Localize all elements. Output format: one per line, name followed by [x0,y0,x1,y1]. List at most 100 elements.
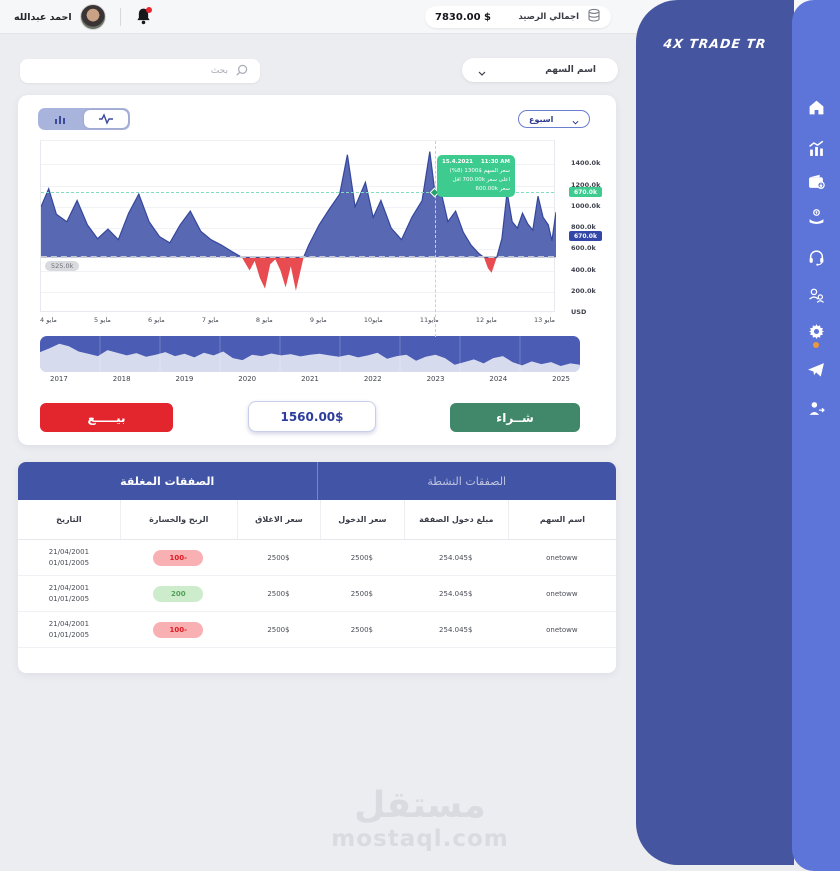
year-label: 2021 [301,375,319,383]
user-name: احمد عبدالله [14,11,72,23]
marker-hline [41,192,554,194]
amount-input[interactable]: 1560.00$ [248,401,376,432]
watermark: مستقل mostaql.com [260,786,580,852]
timeline-minichart[interactable] [40,336,580,372]
support-headset-icon[interactable] [792,248,840,266]
notification-dot [145,7,152,13]
tab-closed-deals[interactable]: الصفقات المغلقة [120,474,215,488]
pnl-badge: -100 [153,549,204,566]
avatar[interactable] [79,4,106,30]
table-row: onetoww 254.045$ 2500$ 2500$ -100 21/04/… [18,612,616,648]
tooltip-date: 15.4.2021 [442,159,473,165]
table-row: onetoww 254.045$ 2500$ 2500$ -100 21/04/… [18,540,616,576]
x-tick-label: 6 مايو [147,316,165,324]
withdraw-hand-icon[interactable] [792,207,840,225]
gridline [41,249,554,251]
search-input[interactable]: بحث [20,59,260,83]
year-label: 2018 [112,375,131,383]
gridline [41,206,554,208]
y-axis: 1400.0k 1200.0k 1000.0k 800.0k 600.0k 400.0k 2… [563,140,613,316]
year-label: 2022 [363,375,382,383]
buy-button[interactable]: شــراء [450,403,580,432]
tooltip-volume: اعلى سعر 700.00k اقل سعر 600.00k [452,177,510,193]
x-tick-label: 5 مايو [93,316,111,324]
x-tick-label: 13 مايو [534,316,555,324]
table-column-headers: اسم السهم مبلغ دخول الصفقة سعر الدخول سع… [18,500,616,540]
chevron-down-icon [572,110,579,129]
balance-label: اجمالي الرصيد [518,12,579,22]
year-label: 2019 [175,375,194,383]
table-row: onetoww 254.045$ 2500$ 2500$ 200 21/04/2… [18,576,616,612]
line-chart-toggle-button[interactable] [84,110,128,128]
sidebar-icon-strip [792,0,840,871]
telegram-icon[interactable] [792,361,840,379]
watermark-domain: mostaql.com [331,825,509,852]
home-icon[interactable] [792,98,840,116]
gridline [41,185,554,187]
chart-type-toggle [38,108,130,130]
y-tick-label: 1200.0k [571,180,601,189]
col-profit-loss: الربح والخسارة [119,500,237,539]
y-tick-label: USD [571,308,587,316]
col-stock-name: اسم السهم [507,500,616,539]
x-tick-label: 4 مايو [40,316,57,324]
x-tick-label: 9 مايو [309,316,327,324]
baseline-dashed-line [41,256,554,259]
tooltip-price: سعر السهم $1300 (8%) [449,168,510,175]
search-placeholder: بحث [210,66,228,76]
notifications-bell-icon[interactable] [135,7,153,27]
year-label: 2025 [552,375,570,383]
x-tick-label: 12 مايو [475,316,497,324]
y-tick-label: 600.0k [571,244,596,253]
x-tick-label: 7 مايو [201,316,219,324]
stocks-chart-icon[interactable] [792,139,840,157]
year-label: 2024 [489,375,508,383]
balance-value: 7830.00 $ [435,11,491,23]
col-entry-amount: مبلغ دخول الصفقة [403,500,508,539]
settings-gear-icon[interactable] [792,322,840,340]
deals-tabs: الصفقات النشطة الصفقات المغلقة [18,462,616,500]
x-tick-label: 8 مايو [255,316,273,324]
gridline [41,164,554,166]
search-icon [235,62,248,81]
logout-icon[interactable] [792,399,840,417]
col-date: التاريخ [56,515,82,524]
year-label: 2020 [238,375,257,383]
axis-badge-blue: 670.0k [569,231,602,242]
marker-vline [434,141,436,337]
referral-people-icon[interactable] [792,286,840,304]
deals-table-card: الصفقات النشطة الصفقات المغلقة اسم السهم… [18,462,616,673]
period-select-label: اسبوع [529,114,554,124]
brand-logo: 4X TRADE TR [662,36,768,51]
y-tick-label: 800.0k [571,223,596,232]
col-entry-price: سعر الدخول [320,500,404,539]
tab-active-deals[interactable]: الصفقات النشطة [316,462,617,500]
chevron-down-icon [478,61,486,80]
y-tick-label: 400.0k [571,265,596,274]
stock-name-select[interactable]: اسم السهم [462,58,618,82]
x-tick-label: 10مايو [363,316,383,324]
x-tick-label: 11مايو [419,316,439,324]
price-area-chart[interactable]: 15.4.2021 11:30 AM سعر السهم $1300 (8%) … [40,140,556,337]
period-select[interactable]: اسبوع [518,110,590,128]
watermark-arabic: مستقل [354,785,486,826]
pnl-badge: 200 [153,585,204,602]
pnl-badge: -100 [153,621,204,638]
bar-chart-toggle-button[interactable] [38,108,82,130]
year-label: 2023 [426,375,445,383]
x-axis-labels: 4 مايو 5 مايو 6 مايو 7 مايو 8 مايو 9 مايو 10ما… [40,316,555,328]
deposit-wallet-icon[interactable] [792,172,840,190]
y-tick-label: 1400.0k [571,159,601,168]
gridline [41,228,554,230]
settings-notification-dot [813,342,819,348]
balance-pill: اجمالي الرصيد 7830.00 $ [425,6,611,28]
y-tick-label: 1000.0k [571,201,601,210]
header-divider [119,8,121,26]
sidebar-panel: 4X TRADE TR [636,0,794,865]
tooltip-time: 11:30 AM [480,159,510,165]
sell-button[interactable]: بيـــــع [40,403,173,432]
year-label: 2017 [50,375,68,383]
col-close-price: سعر الاغلاق [236,500,320,539]
y-tick-label: 200.0k [571,286,596,295]
baseline-label: 525.0k [45,261,80,272]
